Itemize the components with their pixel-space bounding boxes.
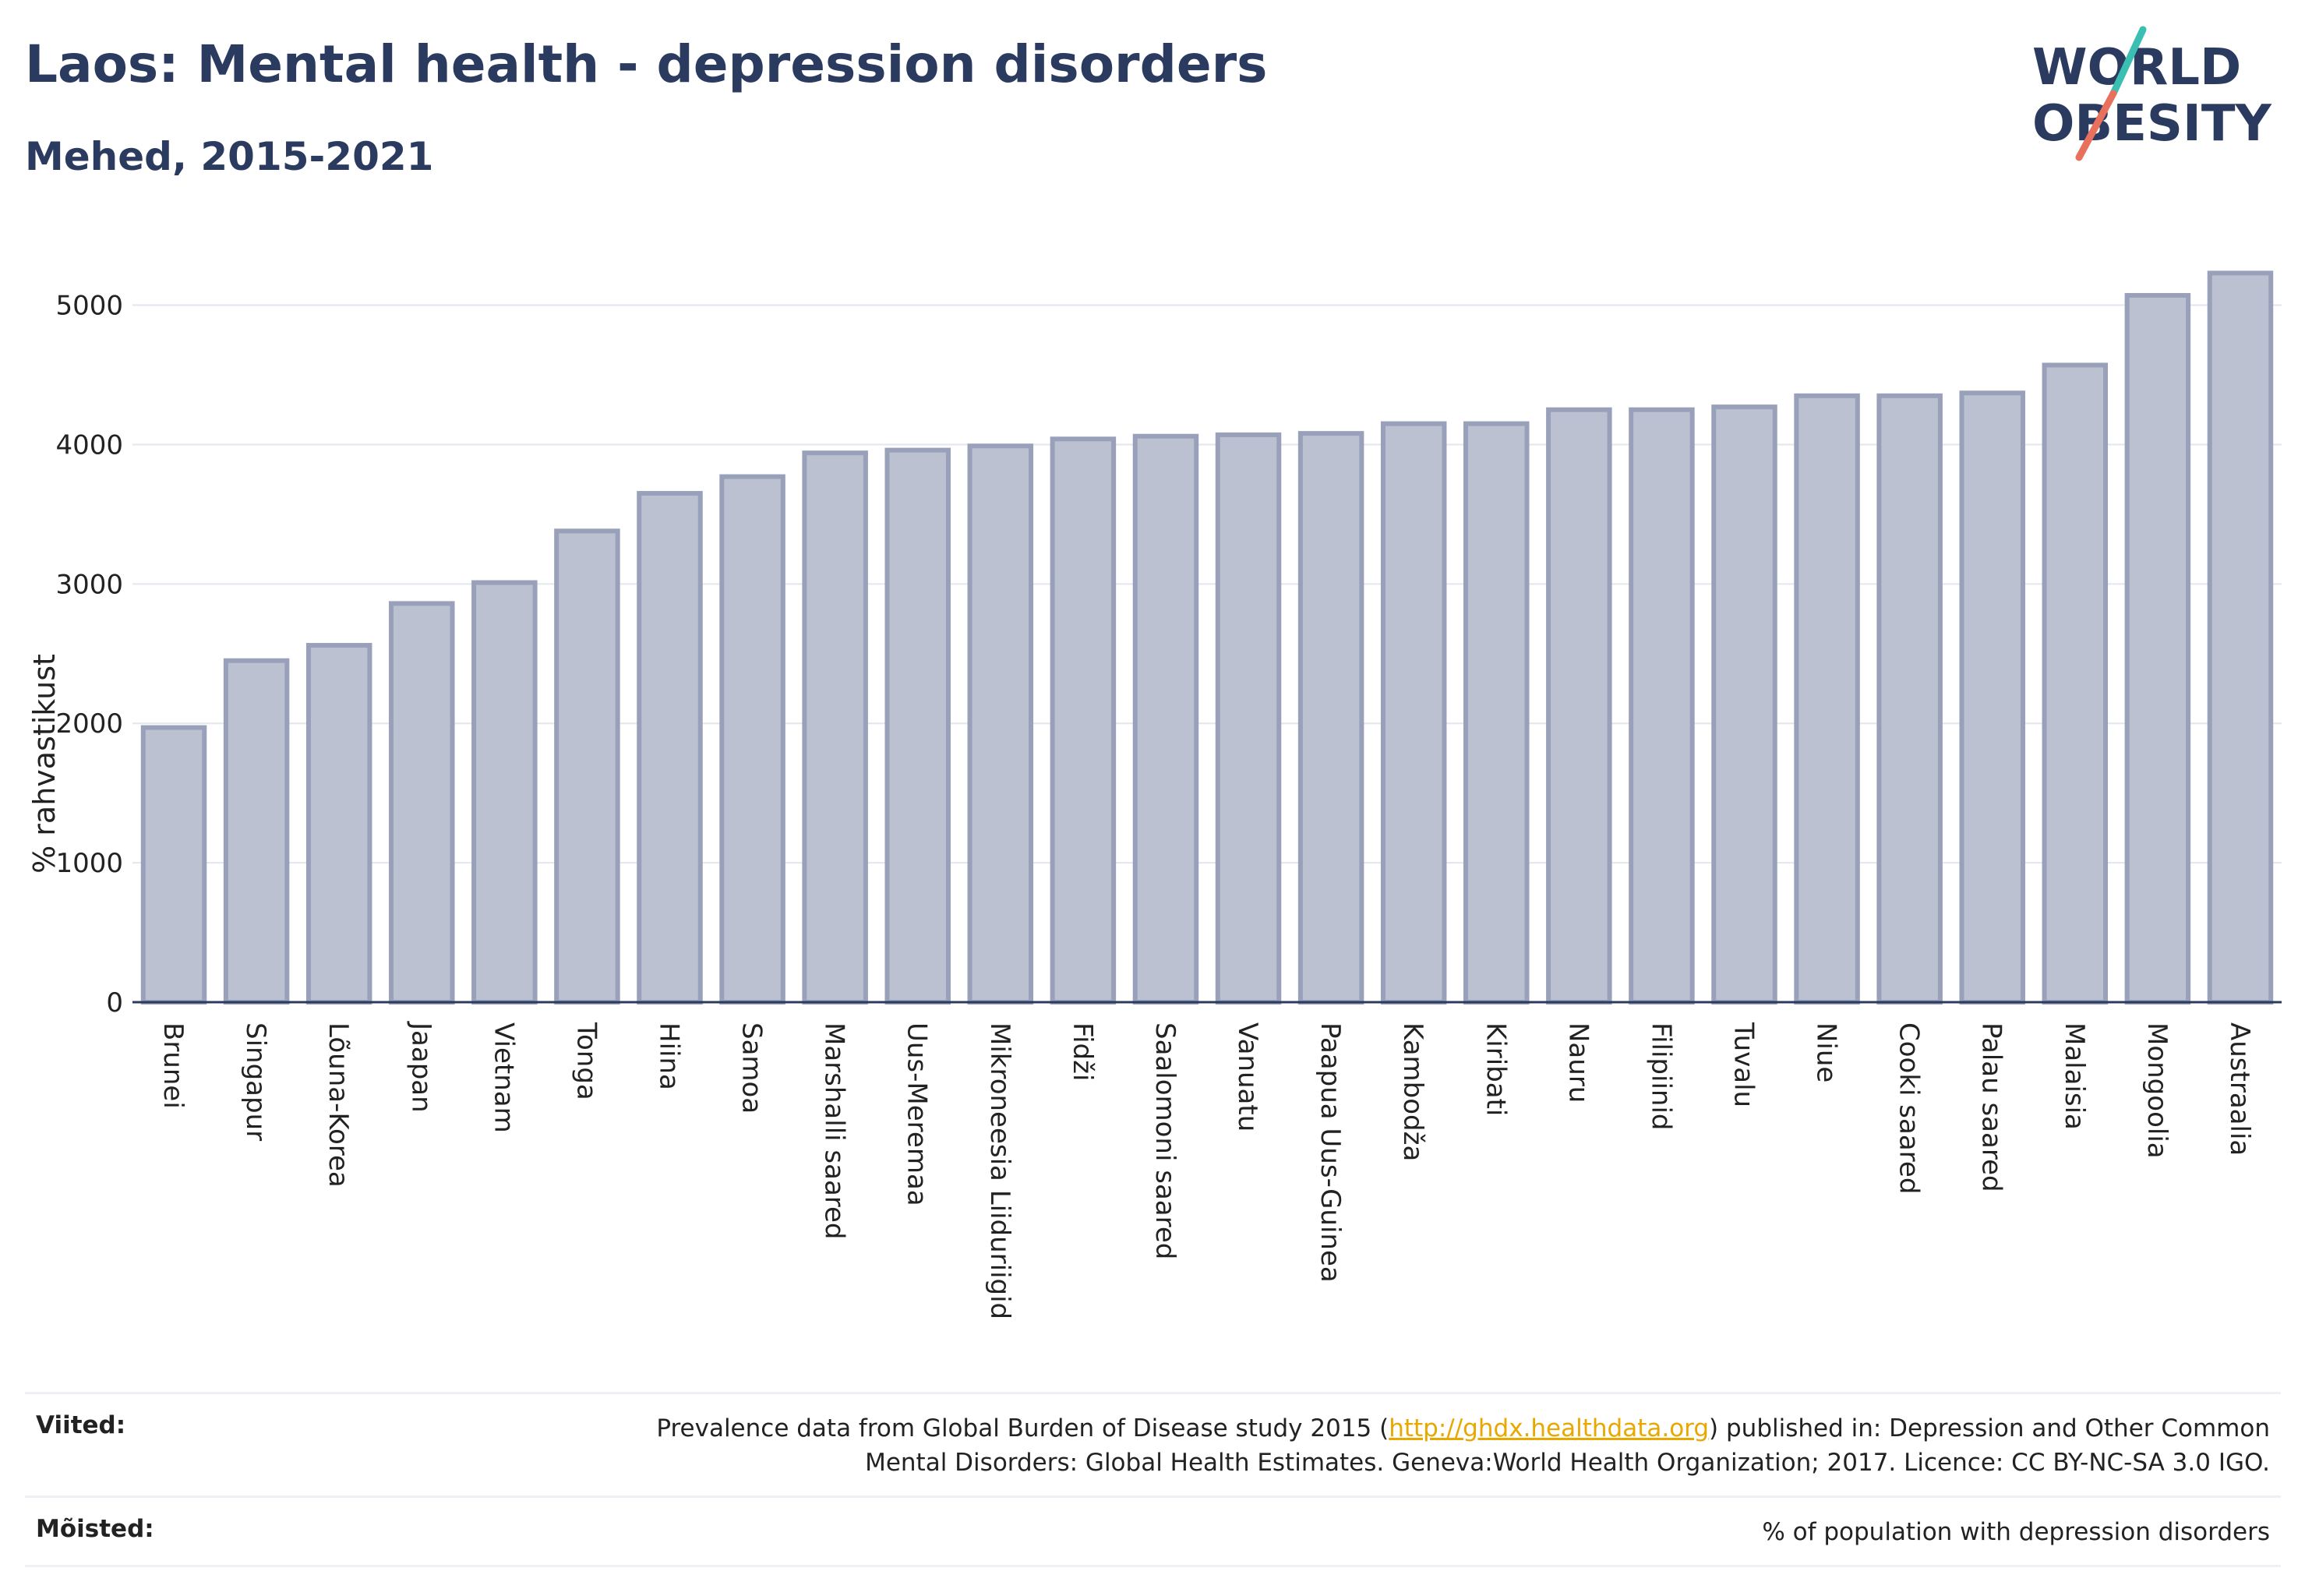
x-tick-label: Nauru bbox=[1562, 1022, 1594, 1103]
x-tick-label: Malaisia bbox=[2059, 1022, 2090, 1130]
bar[interactable] bbox=[1132, 433, 1199, 1005]
bar[interactable] bbox=[1629, 407, 1695, 1005]
y-tick-label: 4000 bbox=[55, 429, 123, 461]
bar[interactable] bbox=[1215, 432, 1282, 1005]
bar[interactable] bbox=[2042, 362, 2109, 1005]
logo-line2: OBESITY bbox=[2032, 95, 2271, 153]
x-tick-label: Saalomoni saared bbox=[1149, 1022, 1181, 1259]
bar[interactable] bbox=[637, 491, 703, 1005]
x-tick-label: Cooki saared bbox=[1894, 1022, 1925, 1194]
sources-text: Prevalence data from Global Burden of Di… bbox=[618, 1411, 2270, 1480]
sources-row: Viited: Prevalence data from Global Burd… bbox=[25, 1392, 2281, 1495]
bar[interactable] bbox=[223, 658, 290, 1005]
bar[interactable] bbox=[1380, 421, 1447, 1005]
x-tick-label: Tonga bbox=[570, 1022, 602, 1100]
sources-link[interactable]: http://ghdx.healthdata.org bbox=[1389, 1414, 1710, 1442]
chart-subtitle: Mehed, 2015-2021 bbox=[25, 134, 434, 179]
world-obesity-logo: WORLD OBESITY bbox=[2032, 26, 2271, 161]
x-tick-label: Singapur bbox=[240, 1022, 271, 1141]
sources-text-after: ) published in: Depression and Other Com… bbox=[865, 1414, 2270, 1477]
x-tick-label: Kambodža bbox=[1397, 1022, 1428, 1161]
y-tick-label: 3000 bbox=[55, 569, 123, 600]
bars bbox=[140, 270, 2274, 1005]
bar[interactable] bbox=[1050, 436, 1117, 1005]
y-tick-label: 5000 bbox=[55, 291, 123, 322]
bar[interactable] bbox=[1297, 431, 1364, 1005]
logo-slash-bottom bbox=[2075, 90, 2117, 161]
bar[interactable] bbox=[389, 601, 455, 1005]
y-axis-title: % rahvastikust bbox=[27, 654, 62, 874]
x-tick-label: Fidži bbox=[1067, 1022, 1098, 1081]
x-tick-label: Kiribati bbox=[1480, 1022, 1511, 1116]
definitions-label: Mõisted: bbox=[36, 1515, 154, 1543]
x-tick-label: Brunei bbox=[157, 1022, 189, 1109]
x-tick-label: Vanuatu bbox=[1232, 1022, 1263, 1132]
x-tick-label: Mongoolia bbox=[2141, 1022, 2173, 1159]
x-tick-label: Palau saared bbox=[1976, 1022, 2007, 1192]
gridlines bbox=[132, 304, 2282, 864]
bar[interactable] bbox=[719, 474, 785, 1005]
x-tick-label: Uus-Meremaa bbox=[902, 1022, 933, 1206]
bar[interactable] bbox=[802, 450, 868, 1005]
bar[interactable] bbox=[1711, 404, 1777, 1005]
x-tick-label: Filipiinid bbox=[1645, 1022, 1676, 1130]
x-tick-label: Vietnam bbox=[488, 1022, 519, 1133]
bar[interactable] bbox=[1876, 393, 1943, 1005]
labels: 0 1000 2000 3000 4000 5000 Brunei Singapur Lõuna… bbox=[55, 291, 2254, 1320]
x-tick-label: Mikroneesia Liiduriigid bbox=[984, 1022, 1015, 1319]
x-tick-label: Lõuna-Korea bbox=[323, 1022, 354, 1188]
bar[interactable] bbox=[471, 580, 538, 1005]
y-tick-label: 1000 bbox=[55, 848, 123, 879]
bar[interactable] bbox=[1463, 421, 1530, 1005]
chart-title: Laos: Mental health - depression disorde… bbox=[25, 34, 1268, 94]
bar-chart: 0 1000 2000 3000 4000 5000 Brunei Singapur Lõuna… bbox=[27, 270, 2282, 1320]
bar[interactable] bbox=[1546, 407, 1612, 1005]
bar[interactable] bbox=[305, 643, 372, 1005]
x-tick-label: Paapua Uus-Guinea bbox=[1315, 1022, 1346, 1283]
x-tick-label: Marshalli saared bbox=[819, 1022, 850, 1240]
bar[interactable] bbox=[1959, 390, 2025, 1005]
y-tick-label: 0 bbox=[106, 987, 123, 1019]
x-tick-label: Hiina bbox=[654, 1022, 685, 1090]
bar[interactable] bbox=[884, 447, 951, 1005]
x-tick-label: Jaapan bbox=[405, 1021, 436, 1113]
x-tick-label: Austraalia bbox=[2224, 1022, 2255, 1156]
footer: Viited: Prevalence data from Global Burd… bbox=[25, 1392, 2281, 1567]
bar[interactable] bbox=[1794, 393, 1860, 1005]
definitions-row: Mõisted: % of population with depression… bbox=[25, 1495, 2281, 1567]
x-tick-label: Samoa bbox=[736, 1022, 768, 1114]
sources-label: Viited: bbox=[36, 1411, 126, 1439]
sources-text-before: Prevalence data from Global Burden of Di… bbox=[656, 1414, 1389, 1442]
logo-slash-top bbox=[2109, 26, 2147, 97]
bar[interactable] bbox=[2207, 270, 2274, 1005]
bar[interactable] bbox=[967, 443, 1034, 1005]
bar[interactable] bbox=[140, 725, 207, 1005]
bar[interactable] bbox=[2124, 293, 2191, 1005]
bar[interactable] bbox=[554, 528, 620, 1005]
x-tick-label: Niue bbox=[1811, 1022, 1842, 1082]
x-tick-label: Tuvalu bbox=[1728, 1022, 1760, 1107]
y-tick-label: 2000 bbox=[55, 708, 123, 740]
definitions-text: % of population with depression disorder… bbox=[1762, 1518, 2270, 1546]
